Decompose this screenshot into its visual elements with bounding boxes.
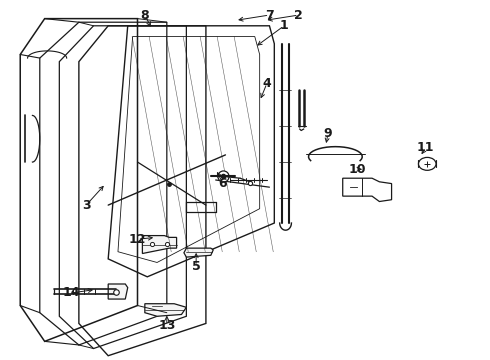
Text: 12: 12 [129,233,146,246]
Text: 14: 14 [63,287,80,300]
Polygon shape [108,284,128,299]
Text: 10: 10 [348,163,366,176]
Text: 4: 4 [263,77,271,90]
Text: 13: 13 [158,319,175,332]
Text: 7: 7 [265,9,274,22]
Text: 5: 5 [192,260,200,273]
Text: 11: 11 [417,141,435,154]
Text: 6: 6 [219,177,227,190]
Polygon shape [184,248,213,257]
Polygon shape [143,235,176,253]
Text: 9: 9 [324,127,332,140]
Text: 3: 3 [82,199,91,212]
Text: 2: 2 [294,9,303,22]
Text: 8: 8 [141,9,149,22]
Polygon shape [145,304,186,316]
Text: 1: 1 [280,19,289,32]
